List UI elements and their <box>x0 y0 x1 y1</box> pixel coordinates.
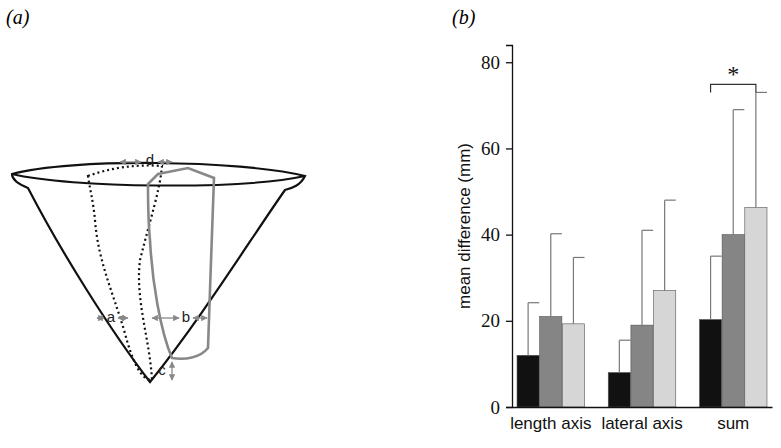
y-tick-mark <box>506 148 512 149</box>
grey-outline <box>148 168 214 359</box>
y-axis-title: mean difference (mm) <box>455 143 474 309</box>
error-line <box>733 110 734 235</box>
measure-arrow <box>193 317 207 318</box>
y-tick-mark <box>506 62 512 63</box>
figure: (a) a b c d (b) 0 20 40 60 80 length axis lateral ax… <box>0 0 781 448</box>
error-line <box>641 230 642 325</box>
measure-arrow <box>158 161 172 162</box>
panel-label: (b) <box>452 6 476 29</box>
measure-arrow <box>118 317 128 318</box>
y-tick-mark <box>506 407 512 408</box>
panel-label: (a) <box>6 6 30 29</box>
y-tick-label: 60 <box>481 138 500 159</box>
y-tick: 0 <box>491 397 513 418</box>
y-tick: 80 <box>481 52 512 73</box>
x-axis-line <box>513 407 773 408</box>
x-tick: sum <box>717 407 749 433</box>
y-tick-label: 80 <box>481 52 500 73</box>
error-cap <box>573 257 584 258</box>
y-tick-mark <box>506 234 512 235</box>
error-cap <box>756 92 767 93</box>
error-cap <box>711 256 722 257</box>
error-bar <box>642 230 653 325</box>
bar <box>517 355 539 407</box>
error-bar <box>528 303 539 356</box>
bar <box>745 207 767 407</box>
outer-outline <box>12 163 305 382</box>
measure-label: b <box>182 308 190 325</box>
error-bar <box>711 256 722 319</box>
y-tick-label: 20 <box>481 310 500 331</box>
x-tick-label: lateral axis <box>601 414 682 433</box>
diagram-panel: (a) a b c d <box>6 6 305 382</box>
error-cap <box>733 109 744 110</box>
error-line <box>710 256 711 319</box>
error-bar <box>665 200 676 291</box>
error-cap <box>528 302 539 303</box>
measure-arrow <box>171 362 172 380</box>
rim-line <box>12 174 305 186</box>
error-cap <box>665 200 676 201</box>
bar <box>562 324 584 407</box>
bar <box>631 325 653 407</box>
y-tick: 60 <box>481 138 512 159</box>
error-cap <box>642 230 653 231</box>
error-bar <box>619 340 630 372</box>
measure-arrow <box>120 161 141 162</box>
dotted-outline <box>88 165 162 380</box>
measure-arrow <box>97 317 104 318</box>
error-line <box>619 340 620 372</box>
bar <box>699 320 721 407</box>
error-bar <box>551 234 562 317</box>
y-tick-label: 40 <box>481 224 500 245</box>
significance-star: * <box>727 61 739 87</box>
plot-marks <box>517 92 767 407</box>
x-tick: lateral axis <box>601 407 682 433</box>
y-tick-mark <box>506 321 512 322</box>
error-line <box>573 257 574 323</box>
chart-panel: (b) 0 20 40 60 80 length axis lateral axis sum me… <box>452 6 773 433</box>
x-tick-label: sum <box>717 414 749 433</box>
error-line <box>755 92 756 207</box>
y-axis-line <box>506 46 513 408</box>
y-axis: 0 20 40 60 80 <box>481 46 513 418</box>
error-line <box>550 234 551 317</box>
measure-label: a <box>107 308 116 325</box>
x-tick-label: length axis <box>510 414 591 433</box>
y-tick: 40 <box>481 224 512 245</box>
error-cap <box>551 233 562 234</box>
x-tick: length axis <box>510 407 591 433</box>
error-line <box>528 303 529 356</box>
y-tick: 20 <box>481 310 512 331</box>
bar <box>608 373 630 407</box>
bar <box>654 291 676 407</box>
measure-label: c <box>158 361 166 378</box>
measure-arrow <box>152 317 179 318</box>
measure-label: d <box>146 151 154 168</box>
error-cap <box>619 340 630 341</box>
error-bar <box>733 110 744 235</box>
error-line <box>664 200 665 291</box>
bar <box>540 317 562 408</box>
x-axis: length axis lateral axis sum <box>510 407 772 433</box>
error-bar <box>573 257 584 323</box>
bar <box>722 235 744 407</box>
error-bar <box>756 92 767 207</box>
y-tick-label: 0 <box>491 397 501 418</box>
